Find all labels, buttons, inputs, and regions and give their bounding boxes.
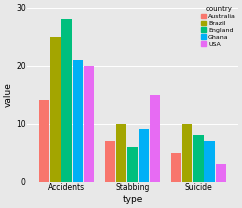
Bar	[150, 95, 160, 182]
Bar	[61, 19, 72, 182]
Bar	[216, 164, 226, 182]
Bar	[204, 141, 215, 182]
Bar	[127, 147, 138, 182]
X-axis label: type: type	[122, 195, 143, 204]
Bar	[193, 135, 204, 182]
Bar	[50, 37, 60, 182]
Bar	[84, 66, 94, 182]
Bar	[105, 141, 115, 182]
Y-axis label: value: value	[4, 82, 13, 107]
Bar	[139, 129, 149, 182]
Bar	[116, 124, 126, 182]
Bar	[182, 124, 192, 182]
Legend: Australia, Brazil, England, Ghana, USA: Australia, Brazil, England, Ghana, USA	[200, 5, 237, 48]
Bar	[73, 60, 83, 182]
Bar	[171, 153, 181, 182]
Bar	[39, 100, 49, 182]
